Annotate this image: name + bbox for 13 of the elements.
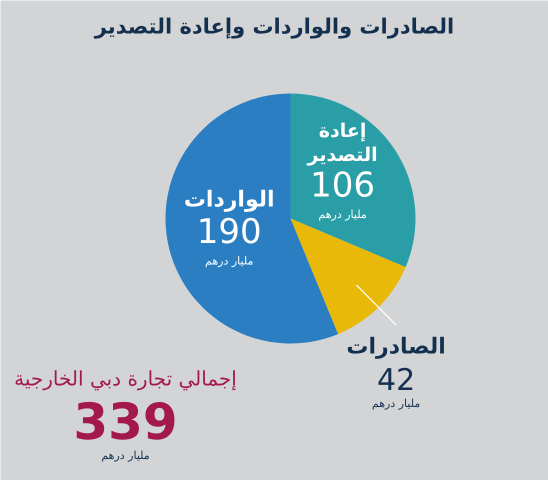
text: مليار درهم <box>205 254 254 268</box>
text: مليار درهم <box>318 208 367 221</box>
text: مليار درهم <box>372 397 420 410</box>
text: 339 <box>73 393 178 451</box>
text: مليار درهم <box>101 449 150 462</box>
data-label: 106 <box>310 165 376 206</box>
data-label: 42 <box>376 363 416 398</box>
slice-label: إعادة التصدير <box>306 120 378 166</box>
data-label: 190 <box>196 212 262 252</box>
slice-label: الصادرات <box>346 334 446 360</box>
text: إجمالي تجارة دبي الخارجية <box>14 366 237 390</box>
chart-title: الصادرات والواردات وإعادة التصدير <box>94 14 454 40</box>
slice-label: الواردات <box>184 188 275 213</box>
